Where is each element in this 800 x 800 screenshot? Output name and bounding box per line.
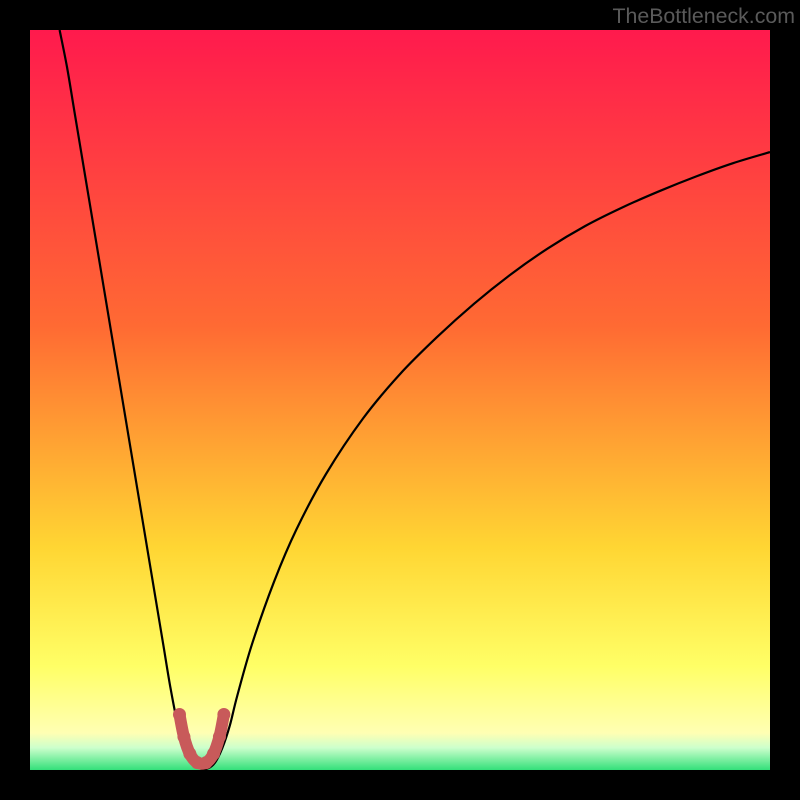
valley-dot — [177, 730, 190, 743]
chart-svg — [0, 0, 800, 800]
valley-dot — [217, 708, 230, 721]
watermark-text: TheBottleneck.com — [612, 4, 795, 29]
valley-dot — [207, 747, 220, 760]
valley-marker-dots — [173, 708, 230, 769]
valley-dot — [173, 708, 186, 721]
bottleneck-curve — [60, 30, 770, 769]
valley-dot — [213, 730, 226, 743]
